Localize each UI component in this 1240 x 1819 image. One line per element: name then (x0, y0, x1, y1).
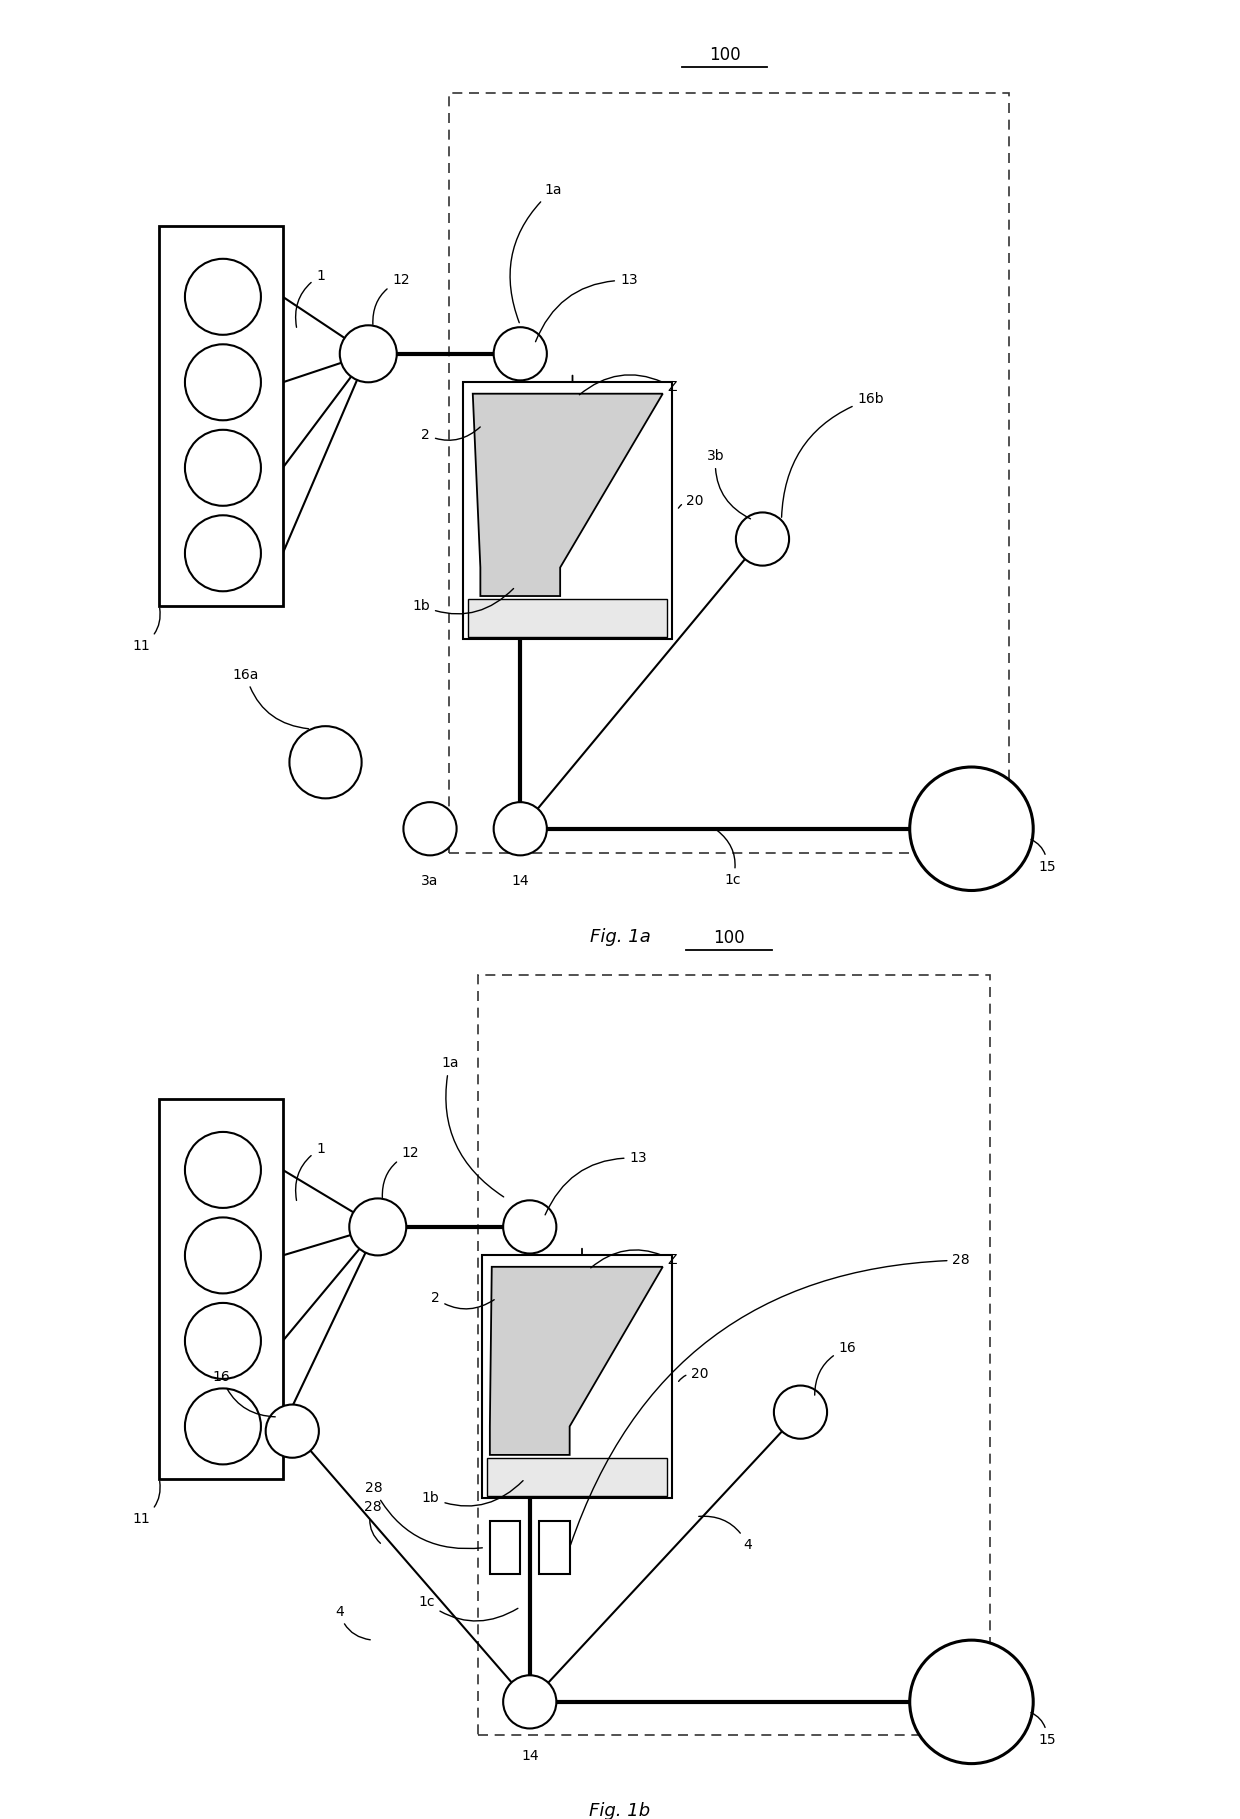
Text: 1b: 1b (422, 1481, 523, 1506)
Circle shape (185, 1217, 260, 1293)
Text: Z: Z (579, 375, 677, 395)
Text: 14: 14 (511, 873, 529, 888)
Bar (449, 93, 1009, 853)
Text: 1b: 1b (412, 589, 513, 613)
Circle shape (185, 1388, 260, 1464)
Circle shape (910, 768, 1033, 891)
Text: 1a: 1a (441, 1057, 503, 1197)
Text: 12: 12 (373, 273, 409, 324)
Circle shape (185, 344, 260, 420)
Text: 100: 100 (713, 930, 745, 946)
Text: 13: 13 (536, 273, 637, 342)
Text: 16: 16 (815, 1341, 857, 1395)
Circle shape (289, 726, 362, 799)
Bar (464, 382, 672, 638)
Bar (487, 1457, 667, 1495)
Bar (467, 598, 667, 637)
Text: 28: 28 (363, 1501, 381, 1543)
Text: 12: 12 (382, 1146, 419, 1197)
Text: 4: 4 (335, 1604, 371, 1639)
Polygon shape (472, 393, 662, 597)
Circle shape (185, 1302, 260, 1379)
Text: 15: 15 (1030, 1712, 1055, 1746)
Bar (539, 1521, 569, 1573)
Text: 16: 16 (213, 1370, 275, 1417)
Text: Fig. 1a: Fig. 1a (590, 928, 650, 946)
Text: 16b: 16b (781, 393, 884, 517)
Text: 13: 13 (546, 1151, 647, 1215)
Bar (159, 226, 283, 606)
Circle shape (265, 1404, 319, 1457)
Circle shape (185, 258, 260, 335)
Text: 15: 15 (1030, 839, 1055, 873)
Text: 3b: 3b (707, 449, 750, 518)
Circle shape (340, 326, 397, 382)
Circle shape (503, 1675, 557, 1728)
Text: 11: 11 (131, 608, 160, 653)
Bar (159, 1099, 283, 1479)
Text: Fig. 1b: Fig. 1b (589, 1801, 651, 1819)
Text: Z: Z (590, 1250, 677, 1268)
Text: 100: 100 (709, 45, 740, 64)
Text: 11: 11 (131, 1481, 160, 1526)
Circle shape (185, 1131, 260, 1208)
Circle shape (735, 513, 789, 566)
Circle shape (403, 802, 456, 855)
Text: 20: 20 (678, 1368, 709, 1381)
Circle shape (774, 1386, 827, 1439)
Text: 20: 20 (678, 495, 704, 508)
Bar (490, 1521, 521, 1573)
Polygon shape (490, 1266, 662, 1455)
Text: 2: 2 (430, 1291, 495, 1310)
Text: 16a: 16a (233, 668, 309, 729)
Text: 1: 1 (295, 1142, 325, 1201)
Text: 14: 14 (521, 1750, 538, 1763)
Circle shape (350, 1199, 407, 1255)
Text: 28: 28 (570, 1253, 970, 1544)
Circle shape (503, 1201, 557, 1253)
Text: 3a: 3a (422, 873, 439, 888)
Text: 2: 2 (422, 427, 480, 442)
Text: 1: 1 (295, 269, 325, 327)
Circle shape (494, 802, 547, 855)
Circle shape (185, 429, 260, 506)
Circle shape (494, 327, 547, 380)
Bar (482, 1255, 672, 1497)
Text: 4: 4 (699, 1517, 753, 1552)
Circle shape (910, 1641, 1033, 1764)
Bar (477, 975, 991, 1735)
Circle shape (185, 515, 260, 591)
Text: 28: 28 (365, 1481, 482, 1548)
Text: 1a: 1a (510, 184, 562, 322)
Text: 1c: 1c (418, 1595, 518, 1621)
Text: 1c: 1c (717, 831, 742, 888)
